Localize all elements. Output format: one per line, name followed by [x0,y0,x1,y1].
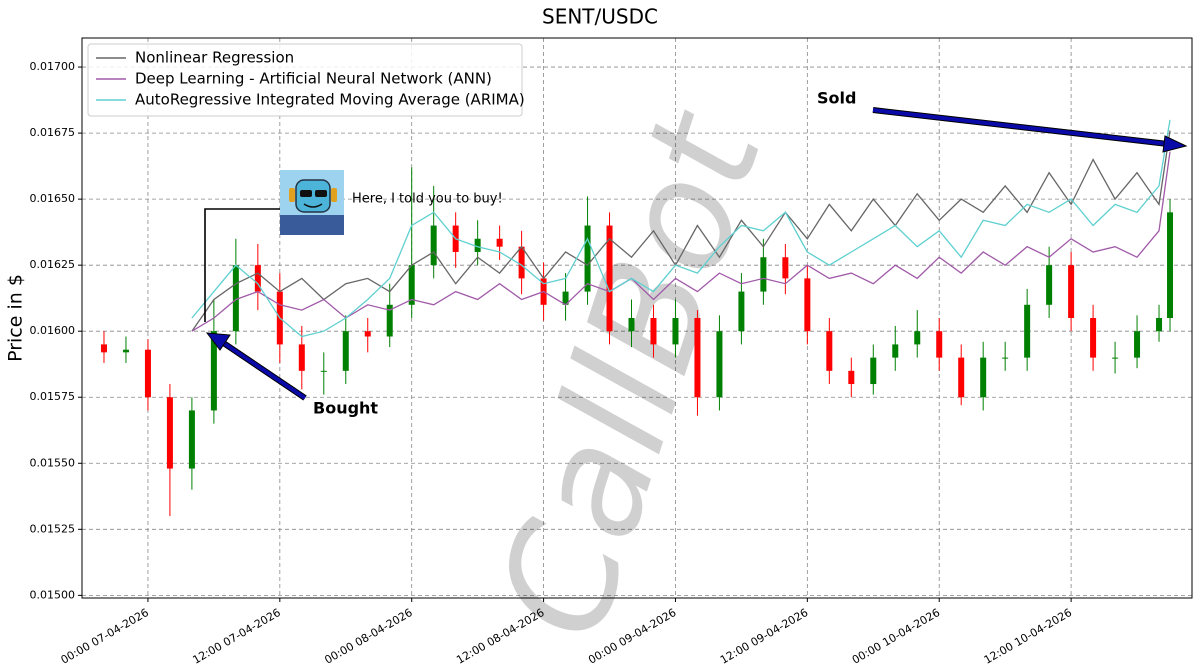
candle-body [782,257,789,279]
sold-arrow [872,107,1188,153]
candle-body [254,265,261,292]
candle-body [562,291,569,305]
candle-body [232,265,239,332]
y-tick-label: 0.01525 [30,522,76,535]
legend-label: Deep Learning - Artificial Neural Networ… [135,70,492,88]
bought-label: Bought [313,399,378,418]
candle-body [1002,357,1009,359]
y-tick-label: 0.01575 [30,390,76,403]
avatar [280,170,344,235]
candle-body [166,397,173,469]
y-tick-label: 0.01675 [30,126,76,139]
candle-body [826,331,833,371]
candle-body [936,331,943,358]
candle-body [584,225,591,292]
forecast-line [191,151,1171,332]
legend: Nonlinear Regression Deep Learning - Arti… [87,43,525,117]
plot-frame [81,37,1193,599]
candle-body [628,318,635,332]
candle-body [144,349,151,398]
callout-connector [204,208,280,322]
candles [100,167,1174,517]
y-tick-label: 0.01600 [30,324,76,337]
candle-body [496,238,503,247]
candle-body [1167,212,1174,318]
candle-body [320,370,327,372]
legend-label: AutoRegressive Integrated Moving Average… [135,91,525,109]
candle-body [672,318,679,345]
candle-body [716,331,723,398]
candle-body [870,357,877,385]
candle-body [958,357,965,398]
candle-body [1156,318,1163,332]
candle-body [1068,265,1075,318]
y-tick-label: 0.01625 [30,258,76,271]
candle-body [386,304,393,337]
candle-body [1090,318,1097,358]
candle-body [100,344,107,353]
y-tick-label: 0.01550 [30,456,76,469]
bought-arrow [205,332,307,401]
candle-body [738,291,745,332]
chart-title: SENT/USDC [542,5,658,29]
candle-body [606,225,613,332]
y-tick-label: 0.01650 [30,192,76,205]
sold-label: Sold [817,89,856,108]
candle-body [342,331,349,371]
candle-body [298,344,305,371]
callout-text: Here, I told you to buy! [352,192,503,207]
y-tick-label: 0.01500 [30,588,76,601]
candle-body [122,349,129,353]
candle-body [650,318,657,345]
candle-body [474,238,481,252]
legend-box [87,43,523,117]
candle-body [914,331,921,345]
candle-body [1024,304,1031,358]
forecast-line [191,130,1171,332]
candle-body [1112,357,1119,359]
candle-body [694,318,701,398]
legend-label: Nonlinear Regression [135,49,294,67]
candle-body [804,278,811,332]
lines [191,119,1171,338]
candle-body [210,331,217,411]
y-tick-label: 0.01700 [30,60,76,73]
candle-body [1134,331,1141,358]
forecast-line [191,119,1171,338]
candle-body [1046,265,1053,305]
candle-body [188,410,195,469]
candle-body [430,225,437,266]
y-axis-label: Price in $ [5,274,27,362]
candle-body [408,265,415,305]
candle-body [760,257,767,292]
candle-body [518,246,525,279]
candle-body [364,331,371,337]
candle-body [980,357,987,398]
candle-body [892,344,899,358]
candle-body [848,370,855,385]
